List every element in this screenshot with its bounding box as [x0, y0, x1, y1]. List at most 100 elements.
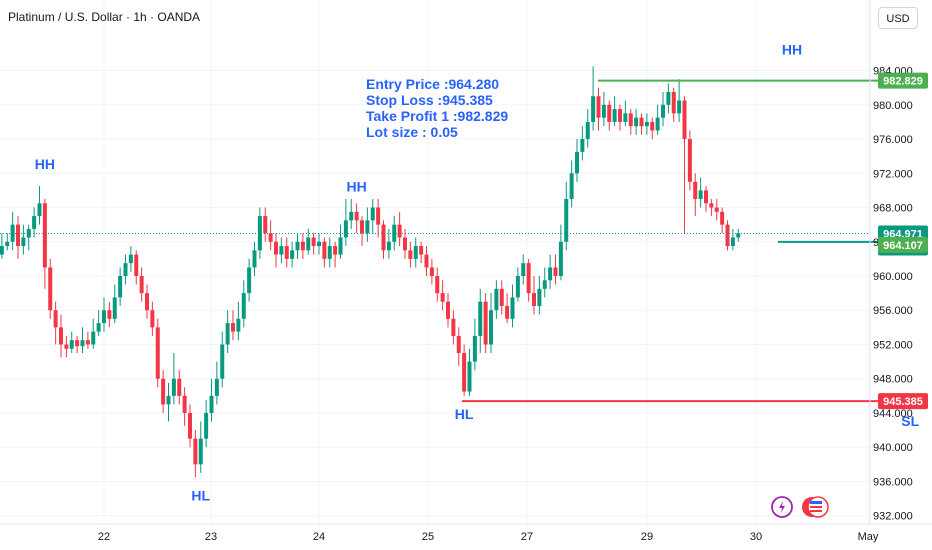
candle-body	[204, 412, 209, 439]
candle-body	[112, 297, 117, 319]
y-tick-label: 936.000	[873, 476, 913, 488]
x-tick-label: May	[858, 531, 879, 543]
candle-body	[145, 293, 149, 311]
candle-body	[220, 344, 225, 379]
candle-body	[634, 117, 639, 127]
candle-body	[403, 237, 407, 251]
currency-button[interactable]: USD	[878, 7, 918, 29]
candle-body	[327, 246, 332, 259]
candle-body	[75, 340, 80, 347]
candle-body	[730, 237, 735, 247]
x-tick-label: 25	[422, 531, 434, 543]
candle-body	[526, 263, 531, 294]
candle-body	[440, 293, 445, 302]
candle-body	[311, 237, 316, 247]
candle-body	[596, 96, 601, 118]
candle-body	[48, 267, 53, 311]
candle-body	[639, 117, 644, 127]
candle-body	[548, 267, 553, 281]
candle-body	[370, 207, 375, 221]
candle-body	[252, 250, 257, 268]
candle-body	[472, 335, 477, 362]
candle-body	[424, 254, 429, 268]
candle-body	[0, 246, 4, 255]
candle-body	[612, 109, 617, 122]
x-tick-label: 23	[205, 531, 217, 543]
candle-body	[564, 198, 569, 242]
candle-body	[462, 353, 467, 392]
candle-body	[349, 211, 354, 221]
candle-body	[698, 190, 703, 199]
candle-body	[677, 100, 682, 114]
candle-body	[714, 207, 719, 212]
bottom-icons[interactable]	[771, 496, 829, 518]
sl-price-tag-text: 945.385	[883, 396, 923, 408]
x-tick-label: 29	[641, 531, 653, 543]
candle-body	[510, 297, 515, 319]
candle-body	[693, 181, 698, 199]
candle-body	[392, 224, 397, 242]
flag-events-icon[interactable]	[802, 496, 829, 518]
candle-body	[198, 438, 203, 465]
candle-body	[585, 121, 590, 140]
candle-body	[300, 241, 305, 251]
candle-body	[376, 207, 381, 225]
trade-info-line: Entry Price :964.280	[366, 76, 499, 92]
candle-body	[360, 220, 364, 234]
time-axis[interactable]: 22 23 24 25 27 29 30 May	[0, 523, 932, 543]
candle-body	[505, 305, 510, 319]
candle-body	[322, 241, 327, 259]
candle-body	[655, 117, 660, 131]
candle-body	[182, 395, 187, 413]
y-tick-label: 944.000	[873, 408, 913, 420]
candle-body	[236, 318, 241, 332]
sl-price-tag	[878, 393, 928, 410]
trade-level-lines	[0, 79, 878, 403]
candle-body	[59, 327, 63, 345]
candle-body	[317, 241, 321, 247]
entry-price-text: 964.107	[883, 240, 923, 252]
lightning-icon[interactable]	[771, 496, 793, 518]
candle-body	[241, 293, 246, 319]
candle-body	[521, 263, 526, 276]
x-tick-label: 22	[98, 531, 110, 543]
candle-body	[26, 228, 31, 238]
candle-body	[709, 203, 714, 208]
candle-body	[687, 139, 692, 182]
annotation-label: HL	[455, 406, 474, 422]
candle-body	[118, 276, 123, 298]
candle-body	[177, 378, 182, 396]
annotation-label: HH	[782, 41, 802, 57]
candle-body	[704, 190, 708, 204]
trade-info-line: Stop Loss :945.385	[366, 92, 493, 108]
candle-body	[532, 293, 536, 306]
candle-body	[107, 310, 112, 319]
candle-body	[53, 310, 58, 328]
candle-body	[429, 267, 434, 276]
x-tick-label: 27	[521, 531, 533, 543]
candle-body	[290, 250, 295, 259]
candle-body	[499, 288, 504, 306]
candle-body	[96, 323, 101, 332]
y-tick-label: 952.000	[873, 339, 913, 351]
chart-title: Platinum / U.S. Dollar · 1h · OANDA	[8, 10, 201, 24]
annotation-label: HH	[35, 156, 55, 172]
chart-annotations: HHHLHHHLHHTPHLEntry PointSL	[35, 41, 920, 503]
candle-body	[650, 121, 655, 131]
candle-body	[682, 100, 687, 140]
candle-body	[64, 344, 69, 349]
candle-body	[161, 378, 166, 405]
trade-info-line: Take Profit 1 :982.829	[366, 108, 508, 124]
x-tick-label: 30	[750, 531, 762, 543]
candle-body	[456, 335, 461, 354]
tp-price-tag	[878, 72, 928, 89]
candle-body	[150, 310, 155, 328]
candle-body	[231, 323, 235, 332]
candle-body	[419, 246, 424, 255]
candle-body	[333, 246, 338, 255]
candle-body	[279, 246, 284, 255]
candle-body	[306, 237, 311, 251]
candle-body	[274, 241, 278, 255]
